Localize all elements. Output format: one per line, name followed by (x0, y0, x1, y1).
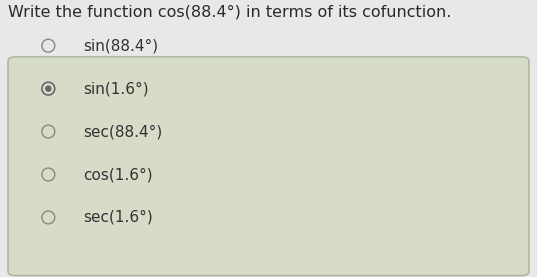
Text: sec(88.4°): sec(88.4°) (83, 124, 163, 139)
Text: cos(1.6°): cos(1.6°) (83, 167, 153, 182)
Text: Write the function cos(88.4°) in terms of its cofunction.: Write the function cos(88.4°) in terms o… (8, 4, 452, 19)
Text: sin(88.4°): sin(88.4°) (83, 38, 158, 53)
Text: sec(1.6°): sec(1.6°) (83, 210, 153, 225)
Text: sin(1.6°): sin(1.6°) (83, 81, 149, 96)
Ellipse shape (45, 85, 52, 92)
FancyBboxPatch shape (8, 57, 529, 276)
